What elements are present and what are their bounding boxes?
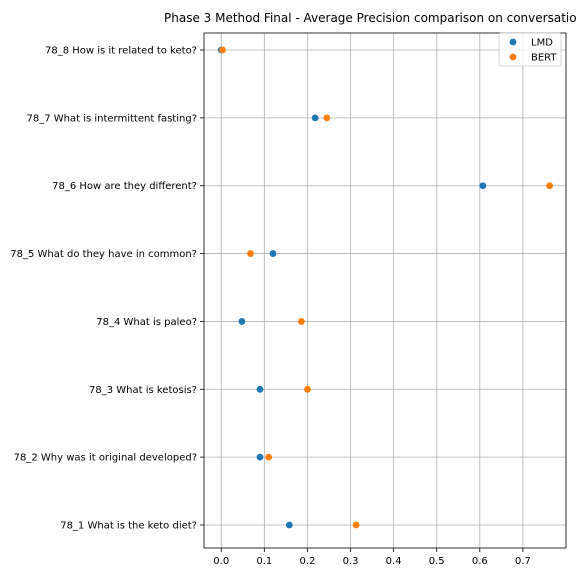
legend: LMD BERT: [498, 32, 562, 67]
point-bert: [352, 521, 360, 529]
y-tick-label: 78_5 What do they have in common?: [10, 249, 197, 260]
y-tick-label: 78_7 What is intermittent fasting?: [26, 113, 197, 124]
x-tick-label: 0.3: [343, 556, 359, 567]
legend-label-bert: BERT: [531, 53, 557, 64]
point-lmd: [238, 318, 246, 325]
y-tick-label: 78_1 What is the keto diet?: [60, 521, 197, 532]
point-bert: [304, 385, 311, 393]
y-tick-label: 78_3 What is ketosis?: [89, 385, 197, 396]
y-tick-label: 78_4 What is paleo?: [96, 317, 197, 328]
y-tick-label: 78_2 Why was it original developed?: [14, 453, 197, 464]
x-tick-label: 0.1: [256, 556, 272, 567]
point-lmd: [285, 521, 293, 529]
point-bert: [265, 453, 273, 461]
legend-label-lmd: LMD: [531, 38, 553, 49]
y-axis: 78_1 What is the keto diet? 78_2 Why was …: [10, 46, 204, 532]
point-bert: [219, 46, 226, 54]
point-lmd: [256, 453, 264, 461]
x-tick-label: 0.2: [299, 556, 315, 567]
x-axis: 0.0 0.1 0.2 0.3 0.4 0.5 0.6 0.7: [213, 548, 531, 567]
x-tick-label: 0.0: [213, 556, 229, 567]
point-bert: [546, 182, 554, 190]
point-lmd: [256, 385, 264, 393]
point-lmd: [311, 114, 319, 122]
x-tick-label: 0.5: [429, 556, 445, 567]
y-tick-label: 78_6 How are they different?: [52, 181, 197, 192]
point-bert: [247, 250, 254, 257]
point-lmd: [269, 250, 277, 257]
x-tick-label: 0.6: [472, 556, 488, 567]
legend-marker-lmd: [509, 38, 517, 46]
x-tick-label: 0.7: [515, 556, 531, 567]
y-tick-label: 78_8 How is it related to keto?: [45, 46, 197, 57]
point-bert: [297, 318, 305, 325]
plot-frame: [203, 32, 567, 549]
grid: [204, 33, 566, 548]
point-bert: [323, 114, 331, 122]
x-tick-label: 0.4: [386, 556, 402, 567]
chart-title: Phase 3 Method Final - Average Precision…: [164, 11, 576, 25]
legend-marker-bert: [509, 53, 517, 61]
point-lmd: [479, 182, 487, 190]
data-points: [217, 46, 554, 529]
